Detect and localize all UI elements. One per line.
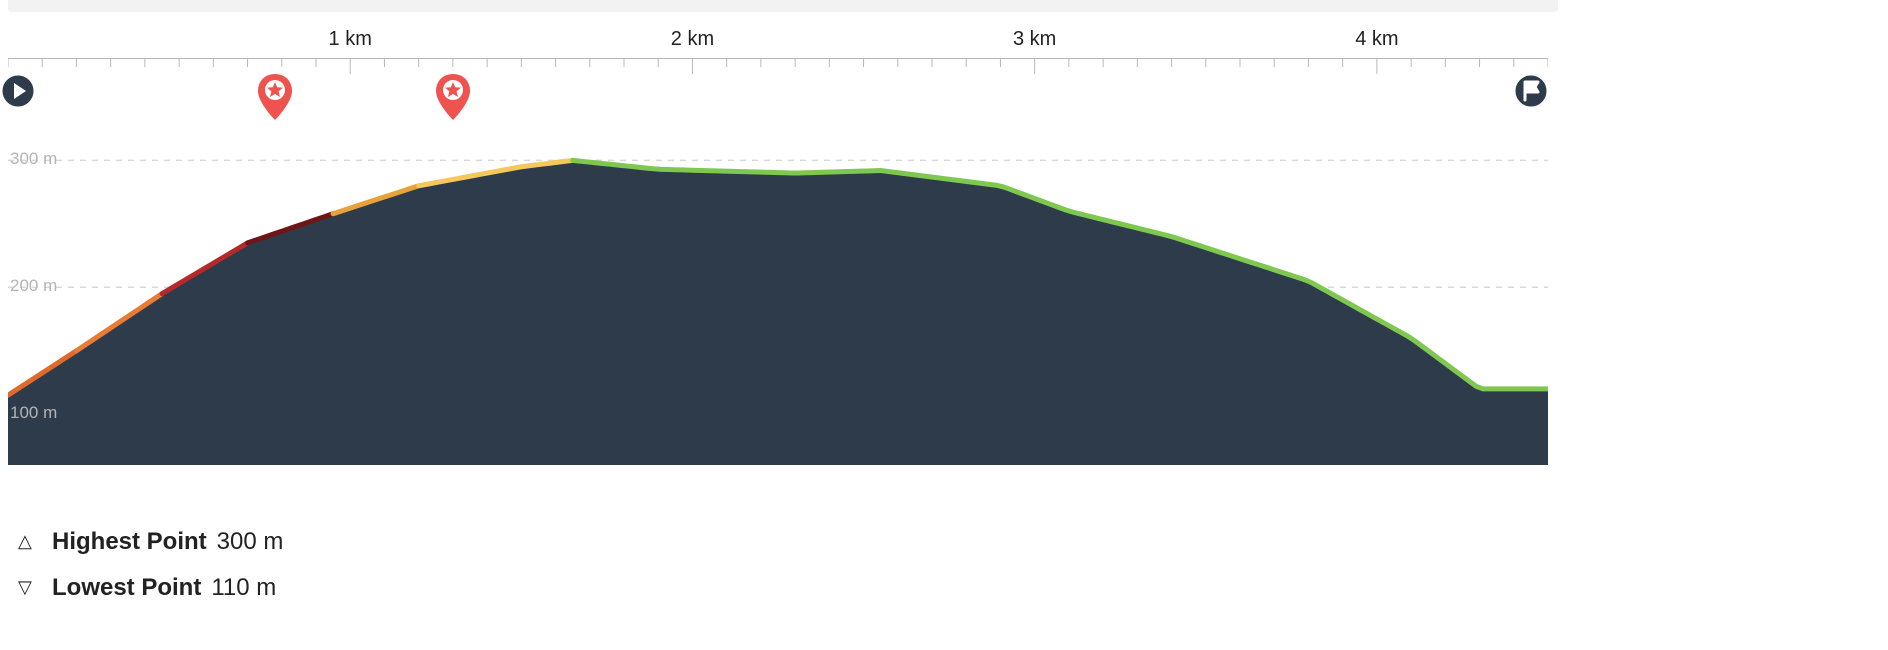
highest-label: Highest Point [52, 525, 207, 559]
y-axis-label: 100 m [10, 403, 57, 423]
top-strip [8, 0, 1558, 12]
ruler-label: 4 km [1355, 28, 1398, 51]
highest-point-row: △ Highest Point 300 m [18, 525, 283, 559]
ruler-label: 2 km [671, 28, 714, 51]
finish-marker[interactable] [1512, 72, 1550, 110]
y-axis-label: 300 m [10, 149, 57, 169]
triangle-down-icon: ▽ [18, 575, 44, 600]
waypoint-marker[interactable] [255, 72, 295, 122]
elevation-chart-svg [8, 135, 1548, 465]
waypoint-marker[interactable] [433, 72, 473, 122]
elevation-chart[interactable] [8, 135, 1548, 465]
lowest-value: 110 m [211, 571, 276, 605]
y-axis-label: 200 m [10, 276, 57, 296]
lowest-label: Lowest Point [52, 571, 201, 605]
ruler-label: 3 km [1013, 28, 1056, 51]
elevation-stats: △ Highest Point 300 m ▽ Lowest Point 110… [18, 525, 283, 616]
triangle-up-icon: △ [18, 529, 44, 554]
highest-value: 300 m [217, 525, 284, 559]
lowest-point-row: ▽ Lowest Point 110 m [18, 571, 283, 605]
start-marker[interactable] [0, 72, 37, 110]
marker-layer [0, 72, 1888, 122]
ruler-label: 1 km [329, 28, 372, 51]
